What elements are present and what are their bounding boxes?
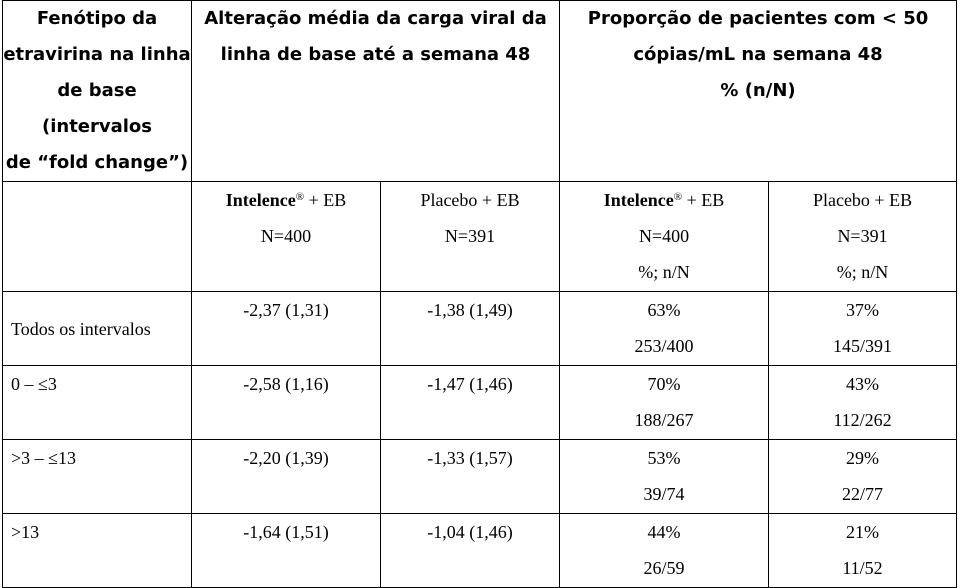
cell-placebo-change: -1,33 (1,57) (379, 439, 561, 514)
subheader-empty (2, 181, 192, 292)
header-proportion: Proporção de pacientes com < 50 cópias/m… (559, 0, 958, 182)
subheader-intelence-change: Intelence® + EB N=400 (191, 181, 381, 292)
row-label: >3 – ≤13 (2, 439, 192, 514)
header-viral-load-change: Alteração média da carga viral da linha … (190, 0, 561, 182)
header-phenotype: Fenótipo da etravirina na linha de base … (2, 0, 192, 182)
table-row: Todos os intervalos -2,37 (1,31) -1,38 (… (2, 291, 958, 366)
table-row: 0 – ≤3 -2,58 (1,16) -1,47 (1,46) 70% 188… (2, 365, 958, 440)
cell-intelence-change: -2,58 (1,16) (191, 365, 381, 440)
cell-intelence-proportion: 53% 39/74 (559, 439, 770, 514)
cell-intelence-change: -1,64 (1,51) (191, 513, 381, 588)
subheader-intelence-proportion: Intelence® + EB N=400 %; n/N (559, 181, 770, 292)
row-label: Todos os intervalos (2, 291, 192, 366)
cell-placebo-change: -1,04 (1,46) (379, 513, 561, 588)
cell-placebo-proportion: 29% 22/77 (768, 439, 958, 514)
cell-placebo-change: -1,47 (1,46) (379, 365, 561, 440)
cell-placebo-proportion: 43% 112/262 (768, 365, 958, 440)
row-label: >13 (2, 513, 192, 588)
table-row: >13 -1,64 (1,51) -1,04 (1,46) 44% 26/59 … (2, 513, 958, 588)
cell-placebo-proportion: 21% 11/52 (768, 513, 958, 588)
subheader-placebo-change: Placebo + EB N=391 (379, 181, 561, 292)
cell-intelence-proportion: 70% 188/267 (559, 365, 770, 440)
cell-placebo-proportion: 37% 145/391 (768, 291, 958, 366)
cell-intelence-proportion: 44% 26/59 (559, 513, 770, 588)
subheader-row: Intelence® + EB N=400 Placebo + EB N=391… (2, 181, 958, 292)
cell-intelence-proportion: 63% 253/400 (559, 291, 770, 366)
cell-intelence-change: -2,37 (1,31) (191, 291, 381, 366)
table-row: >3 – ≤13 -2,20 (1,39) -1,33 (1,57) 53% 3… (2, 439, 958, 514)
cell-intelence-change: -2,20 (1,39) (191, 439, 381, 514)
subheader-placebo-proportion: Placebo + EB N=391 %; n/N (768, 181, 958, 292)
row-label: 0 – ≤3 (2, 365, 192, 440)
cell-placebo-change: -1,38 (1,49) (379, 291, 561, 366)
header-row: Fenótipo da etravirina na linha de base … (2, 0, 958, 182)
